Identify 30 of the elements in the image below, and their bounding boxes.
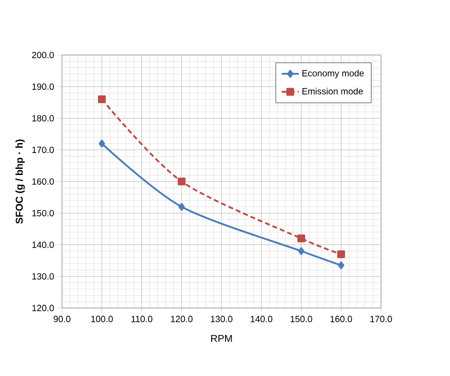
point — [178, 202, 185, 211]
y-tick-label: 190.0 — [32, 83, 54, 90]
x-tick-label: 110.0 — [132, 316, 152, 322]
x-tick-label: 140.0 — [250, 316, 272, 322]
y-tick-label: 140.0 — [32, 242, 54, 248]
x-tick-label: 160.0 — [330, 316, 352, 322]
point — [338, 261, 344, 270]
x-tick-label: 90.0 — [54, 316, 70, 322]
point — [298, 247, 304, 255]
legend-label: Emission mode — [302, 88, 363, 94]
x-tick-label: 130.0 — [210, 316, 232, 322]
x-tick-label: 100.0 — [91, 316, 113, 322]
legend-label: Economy mode — [302, 70, 364, 78]
point — [98, 95, 106, 104]
x-tick-label: 170.0 — [370, 316, 392, 322]
point — [337, 250, 346, 258]
x-axis-title: RPM — [211, 335, 232, 342]
y-tick-label: 200.0 — [32, 52, 54, 58]
x-tick-label: 120.0 — [171, 316, 193, 322]
point — [98, 140, 106, 148]
x-tick-label: 150.0 — [290, 316, 312, 322]
y-tick-label: 160.0 — [32, 178, 54, 185]
y-tick-label: 150.0 — [32, 210, 54, 216]
y-axis-title: SFOC (g / bhp · h) — [15, 140, 25, 224]
y-tick-label: 120.0 — [32, 304, 54, 312]
point — [178, 178, 186, 186]
point — [297, 234, 306, 242]
y-tick-label: 180.0 — [32, 115, 54, 122]
y-tick-label: 170.0 — [32, 146, 54, 154]
y-tick-label: 130.0 — [32, 273, 54, 280]
